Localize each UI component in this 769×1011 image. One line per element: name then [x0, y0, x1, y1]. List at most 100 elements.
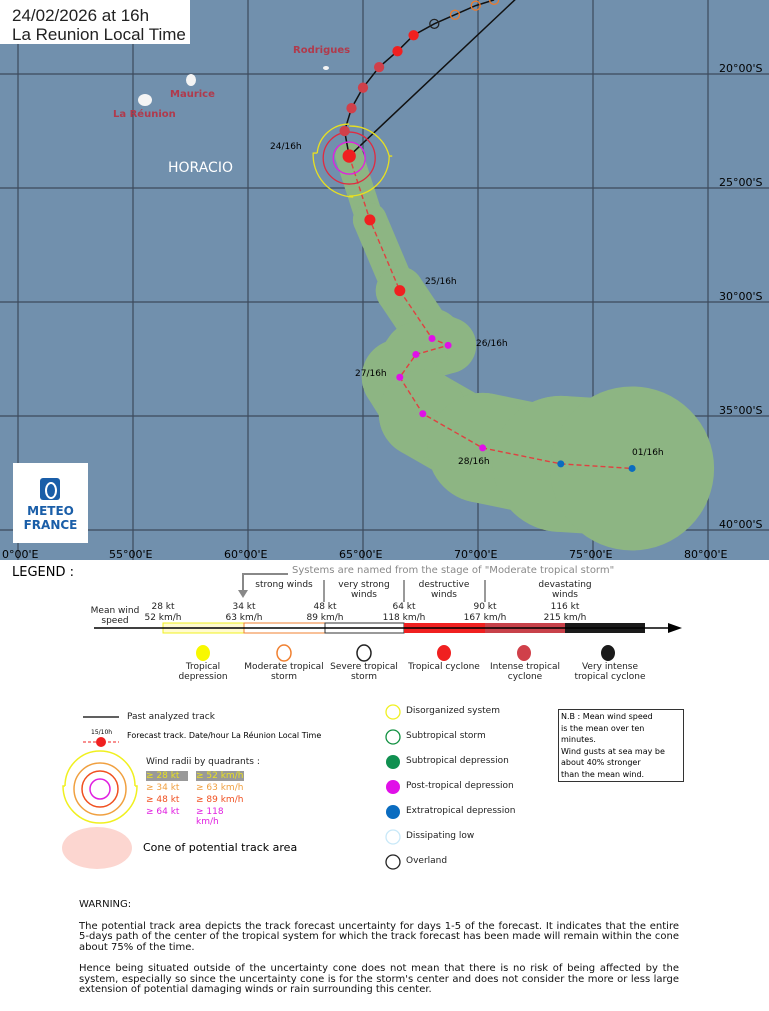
wind-threshold: 48 kt 89 km/h	[295, 602, 355, 624]
forecast-track-point	[364, 214, 376, 226]
wind-threshold: 116 kt 215 km/h	[535, 602, 595, 624]
stage-label: Extratropical depression	[406, 806, 516, 816]
nb-line: Wind gusts at sea may be	[561, 746, 665, 756]
island	[323, 66, 329, 70]
forecast-track-point	[628, 464, 636, 472]
arrow-down-icon	[238, 590, 248, 598]
very-intense-cyclone-icon	[601, 645, 615, 661]
map-canvas	[0, 0, 769, 560]
past-track-point	[342, 149, 356, 163]
past-track-label: Past analyzed track	[127, 712, 215, 722]
wind-class: destructive winds	[418, 580, 470, 600]
threshold-kmh: 167 km/h	[463, 613, 507, 623]
past-track-point	[470, 0, 481, 11]
radii-kt: ≥ 64 kt	[146, 807, 180, 817]
other-stage-icons	[385, 704, 401, 870]
track-label: 25/16h	[425, 277, 457, 287]
wind-threshold: 64 kt 118 km/h	[374, 602, 434, 624]
island	[138, 94, 152, 106]
lon-label: 0°00'E	[2, 548, 39, 561]
intense-cyclone-icon	[517, 645, 531, 661]
past-track-point	[449, 9, 461, 20]
stage-label: Moderate tropical storm	[244, 662, 324, 682]
warning-block: WARNING: The potential track area depict…	[79, 899, 679, 996]
threshold-kt: 34 kt	[232, 602, 256, 612]
threshold-kt: 64 kt	[392, 602, 416, 612]
past-track-point	[373, 62, 385, 73]
radii-kt: ≥ 48 kt	[146, 795, 180, 805]
forecast-track-point	[428, 334, 436, 342]
stage-label: Tropical depression	[178, 662, 228, 682]
forecast-track-point	[394, 285, 406, 297]
forecast-track-point	[557, 460, 565, 468]
stage-label: Severe tropical storm	[330, 662, 398, 682]
lon-label: 80°00'E	[684, 548, 728, 561]
threshold-kt: 116 kt	[550, 602, 580, 612]
lon-label: 75°00'E	[569, 548, 613, 561]
wind-threshold: 34 kt 63 km/h	[214, 602, 274, 624]
lat-label: 20°00'S	[719, 62, 763, 75]
stage-label: Intense tropical cyclone	[490, 662, 560, 682]
nb-line: than the mean wind.	[561, 769, 645, 779]
past-track-point	[346, 103, 357, 114]
island-label-rodrigues: Rodrigues	[293, 45, 351, 56]
lat-label: 25°00'S	[719, 176, 763, 189]
past-track-point	[488, 0, 500, 6]
past-track-point	[357, 82, 369, 93]
past-track-point	[339, 125, 350, 137]
radii-kmh: ≥ 52 km/h	[196, 771, 244, 781]
wind-radii-title: Wind radii by quadrants :	[146, 757, 260, 767]
meteo-france-logo: METEO FRANCE	[13, 463, 88, 543]
wind-scale	[94, 573, 682, 662]
storm-name: HORACIO	[168, 160, 233, 176]
threshold-kt: 90 kt	[473, 602, 497, 612]
nb-line: about 40% stronger	[561, 758, 641, 767]
forecast-track-point	[479, 444, 487, 452]
forecast-track-point	[419, 410, 427, 418]
forecast-sample: 15/10h	[91, 729, 113, 736]
radii-kmh: ≥ 118 km/h	[196, 807, 224, 827]
warning-paragraph: The potential track area depicts the tra…	[79, 920, 679, 953]
moderate-storm-icon	[276, 644, 292, 662]
tropical-depression-icon	[196, 645, 210, 661]
tropical-cyclone-icon	[437, 645, 451, 661]
threshold-kmh: 52 km/h	[144, 613, 182, 623]
stage-label: Disorganized system	[406, 706, 500, 716]
lon-label: 65°00'E	[339, 548, 383, 561]
forecast-track-point	[412, 350, 420, 358]
nb-box: N.B : Mean wind speed is the mean over te…	[558, 709, 684, 782]
radii-kmh: ≥ 89 km/h	[196, 795, 244, 805]
threshold-kmh: 63 km/h	[225, 613, 263, 623]
lon-label: 70°00'E	[454, 548, 498, 561]
wind-class: very strong winds	[338, 580, 390, 600]
forecast-track-point	[396, 373, 404, 381]
past-track-point	[392, 46, 403, 57]
naming-note: Systems are named from the stage of "Mod…	[292, 565, 615, 576]
lon-label: 60°00'E	[224, 548, 268, 561]
header-date: 24/02/2026 at 16h	[12, 6, 150, 25]
wind-threshold: 90 kt 167 km/h	[455, 602, 515, 624]
cyclone-track-map: 24/02/2026 at 16h La Reunion Local Time …	[0, 0, 769, 561]
threshold-kmh: 215 km/h	[543, 613, 587, 623]
mean-wind-label: Mean wind speed	[90, 606, 140, 626]
logo-icon	[40, 478, 60, 500]
warning-paragraph: Hence being situated outside of the unce…	[79, 963, 679, 995]
forecast-point-icon	[96, 737, 106, 747]
arrow-right-icon	[668, 623, 682, 633]
wind-threshold: 28 kt 52 km/h	[133, 602, 193, 624]
stage-label: Post-tropical depression	[406, 781, 514, 791]
forecast-track-point	[444, 341, 452, 349]
cone-icon	[62, 827, 132, 869]
header-box: 24/02/2026 at 16h La Reunion Local Time	[0, 0, 190, 44]
radii-kt: ≥ 28 kt	[146, 771, 188, 781]
legend-title: LEGEND :	[12, 565, 74, 580]
wind-class: strong winds	[255, 580, 313, 590]
stage-label: Overland	[406, 856, 448, 866]
island	[186, 74, 196, 86]
nb-line: is the mean over ten minutes.	[561, 723, 645, 745]
track-label: 01/16h	[632, 448, 664, 458]
radii-kmh: ≥ 63 km/h	[196, 783, 244, 793]
island-label-reunion: La Réunion	[113, 109, 176, 120]
past-track-point	[429, 18, 440, 29]
severe-storm-icon	[356, 644, 372, 662]
